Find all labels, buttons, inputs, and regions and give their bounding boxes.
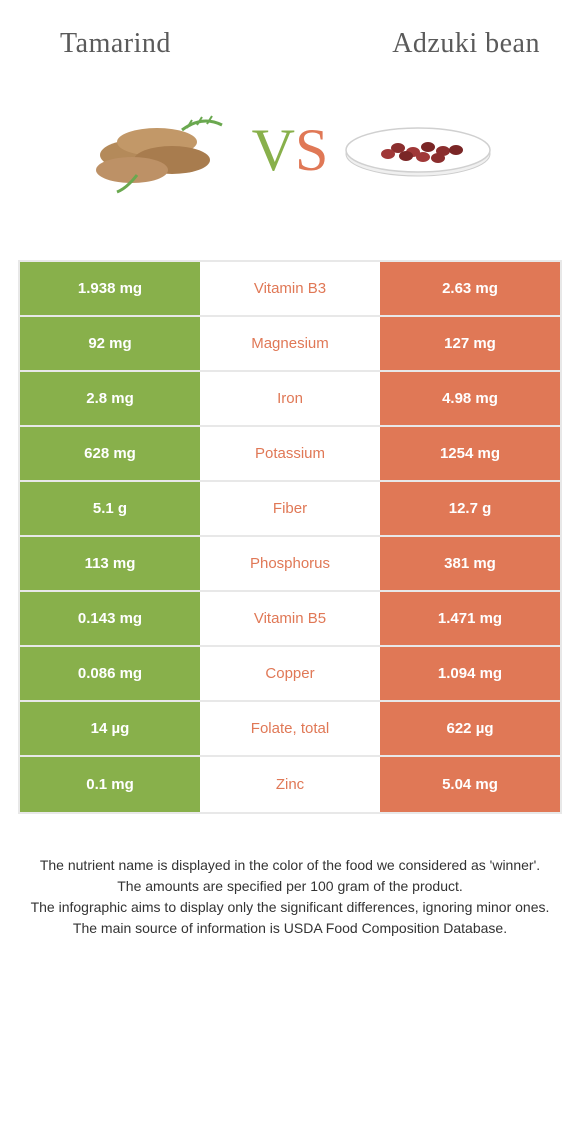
header: Tamarind Adzuki bean xyxy=(0,0,580,70)
left-value: 14 µg xyxy=(20,702,200,755)
nutrient-name: Vitamin B3 xyxy=(200,262,380,315)
left-value: 628 mg xyxy=(20,427,200,480)
table-row: 14 µgFolate, total622 µg xyxy=(20,702,560,757)
nutrient-name: Fiber xyxy=(200,482,380,535)
left-value: 1.938 mg xyxy=(20,262,200,315)
table-row: 0.086 mgCopper1.094 mg xyxy=(20,647,560,702)
vs-v-letter: V xyxy=(252,117,295,183)
nutrient-name: Folate, total xyxy=(200,702,380,755)
footnote-line: The infographic aims to display only the… xyxy=(20,898,560,917)
left-value: 2.8 mg xyxy=(20,372,200,425)
table-row: 1.938 mgVitamin B32.63 mg xyxy=(20,262,560,317)
table-row: 113 mgPhosphorus381 mg xyxy=(20,537,560,592)
table-row: 0.1 mgZinc5.04 mg xyxy=(20,757,560,812)
food-left-title: Tamarind xyxy=(60,28,171,60)
right-value: 2.63 mg xyxy=(380,262,560,315)
nutrient-name: Zinc xyxy=(200,757,380,812)
left-value: 92 mg xyxy=(20,317,200,370)
left-value: 0.1 mg xyxy=(20,757,200,812)
nutrient-name: Copper xyxy=(200,647,380,700)
nutrient-name: Iron xyxy=(200,372,380,425)
nutrient-table: 1.938 mgVitamin B32.63 mg92 mgMagnesium1… xyxy=(18,260,562,814)
right-value: 4.98 mg xyxy=(380,372,560,425)
table-row: 5.1 gFiber12.7 g xyxy=(20,482,560,537)
vs-row: VS xyxy=(0,70,580,240)
tamarind-image xyxy=(82,100,242,200)
left-value: 0.143 mg xyxy=(20,592,200,645)
right-value: 1.471 mg xyxy=(380,592,560,645)
left-value: 113 mg xyxy=(20,537,200,590)
footnote-line: The amounts are specified per 100 gram o… xyxy=(20,877,560,896)
vs-s-letter: S xyxy=(295,117,328,183)
food-right-title: Adzuki bean xyxy=(392,28,540,60)
nutrient-name: Potassium xyxy=(200,427,380,480)
left-value: 0.086 mg xyxy=(20,647,200,700)
table-row: 2.8 mgIron4.98 mg xyxy=(20,372,560,427)
right-value: 381 mg xyxy=(380,537,560,590)
vs-label: VS xyxy=(252,120,329,180)
table-row: 92 mgMagnesium127 mg xyxy=(20,317,560,372)
footnote-line: The main source of information is USDA F… xyxy=(20,919,560,938)
nutrient-name: Magnesium xyxy=(200,317,380,370)
right-value: 1.094 mg xyxy=(380,647,560,700)
footnote-line: The nutrient name is displayed in the co… xyxy=(20,856,560,875)
table-row: 628 mgPotassium1254 mg xyxy=(20,427,560,482)
adzuki-image xyxy=(338,100,498,200)
nutrient-name: Phosphorus xyxy=(200,537,380,590)
table-row: 0.143 mgVitamin B51.471 mg xyxy=(20,592,560,647)
right-value: 5.04 mg xyxy=(380,757,560,812)
right-value: 1254 mg xyxy=(380,427,560,480)
nutrient-name: Vitamin B5 xyxy=(200,592,380,645)
right-value: 127 mg xyxy=(380,317,560,370)
right-value: 12.7 g xyxy=(380,482,560,535)
footnotes: The nutrient name is displayed in the co… xyxy=(0,814,580,938)
right-value: 622 µg xyxy=(380,702,560,755)
left-value: 5.1 g xyxy=(20,482,200,535)
